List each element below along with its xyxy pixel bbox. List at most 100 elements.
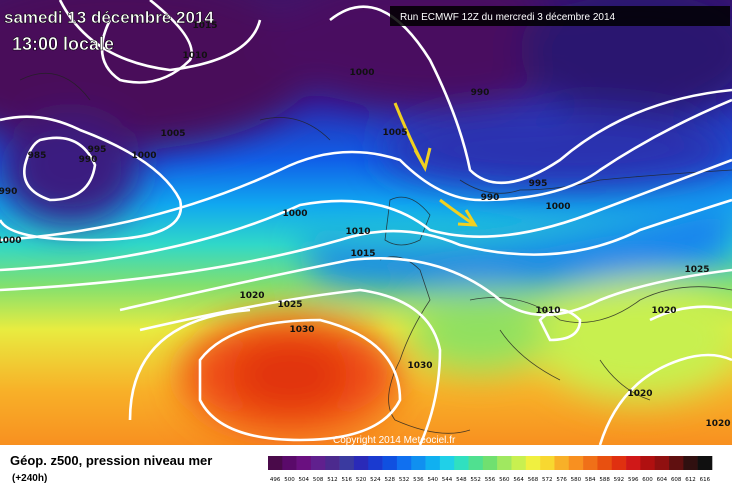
isobar-label: 1000 — [0, 236, 22, 246]
colorbar-swatch — [669, 456, 684, 470]
legend-subtitle: (+240h) — [12, 473, 47, 484]
colorbar-swatch — [425, 456, 441, 470]
isobar-label: 1005 — [382, 128, 407, 138]
isobar-label: 1025 — [277, 300, 302, 310]
legend-title: Géop. z500, pression niveau mer — [10, 453, 212, 468]
colorbar-label: 588 — [599, 477, 610, 483]
run-text: Run ECMWF 12Z du mercredi 3 décembre 201… — [400, 12, 616, 23]
colorbar-label: 572 — [542, 477, 553, 483]
isobar-label: 1015 — [192, 21, 217, 31]
colorbar-swatch — [454, 456, 469, 470]
colorbar-label: 564 — [513, 477, 524, 483]
colorbar-swatch — [411, 456, 426, 470]
colorbar-swatch — [583, 456, 598, 470]
colorbar-label: 552 — [470, 477, 481, 483]
colorbar-swatch — [268, 456, 283, 470]
isobar-label: 995 — [88, 145, 107, 155]
colorbar-swatch — [568, 456, 584, 470]
colorbar-swatch — [353, 456, 369, 470]
colorbar-label: 580 — [571, 477, 582, 483]
colorbar-swatch — [368, 456, 383, 470]
copyright: Copyright 2014 Meteociel.fr — [333, 435, 456, 446]
colorbar-label: 540 — [427, 477, 438, 483]
map-date: samedi 13 décembre 2014 — [4, 8, 214, 27]
colorbar-label: 596 — [628, 477, 639, 483]
colorbar-label: 556 — [485, 477, 496, 483]
isobar-label: 1010 — [345, 227, 370, 237]
arrows — [393, 102, 478, 227]
colorbar-label: 604 — [657, 477, 668, 483]
colorbar-swatch — [611, 456, 627, 470]
colorbar-swatch — [310, 456, 326, 470]
isobar-label: 1000 — [545, 202, 570, 212]
colorbar-label: 532 — [399, 477, 410, 483]
isobar-label: 1010 — [535, 306, 560, 316]
isobar-label: 1000 — [349, 68, 374, 78]
isobar-label: 990 — [79, 155, 98, 165]
colorbar-label: 608 — [671, 477, 682, 483]
isobar-label: 1030 — [289, 325, 314, 335]
run-banner — [390, 6, 730, 26]
colorbar-swatch — [339, 456, 355, 470]
isobar-label: 995 — [529, 179, 548, 189]
isobar-label: 985 — [28, 151, 47, 161]
colorbar-label: 524 — [370, 477, 381, 483]
colorbar-label: 592 — [614, 477, 625, 483]
map-field — [0, 0, 732, 445]
isobar-label: 1030 — [407, 361, 432, 371]
colorbar-label: 528 — [384, 477, 395, 483]
isobar-label: 1025 — [684, 265, 709, 275]
colorbar-label: 584 — [585, 477, 596, 483]
colorbar-label: 508 — [313, 477, 324, 483]
colorbar-label: 500 — [284, 477, 295, 483]
colorbar-swatch — [382, 456, 398, 470]
colorbar-swatch — [554, 456, 570, 470]
colorbar-swatch — [626, 456, 641, 470]
colorbar-swatch — [396, 456, 412, 470]
isobar-label: 1020 — [627, 389, 652, 399]
isobars — [0, 0, 732, 445]
isobar-label: 1020 — [239, 291, 264, 301]
colorbar-label: 504 — [299, 477, 310, 483]
colorbar-swatch — [282, 456, 297, 470]
colorbar-swatch — [439, 456, 455, 470]
colorbar-swatch — [525, 456, 541, 470]
isobar-label: 1005 — [160, 129, 185, 139]
isobar-label: 990 — [481, 193, 500, 203]
isobar-label: 990 — [0, 187, 17, 197]
colorbar-label: 544 — [442, 477, 453, 483]
colorbar-label: 496 — [270, 477, 281, 483]
colorbar-label: 548 — [456, 477, 467, 483]
colorbar-label: 576 — [556, 477, 567, 483]
isobar-label: 1015 — [350, 249, 375, 259]
colorbar-swatch — [654, 456, 670, 470]
isobar-label: 1010 — [182, 51, 207, 61]
isobar-label: 1020 — [705, 419, 730, 429]
colorbar-swatch — [468, 456, 484, 470]
colorbar-swatch — [511, 456, 527, 470]
map-time: 13:00 locale — [12, 34, 114, 54]
colorbar-swatch — [482, 456, 498, 470]
colorbar-swatch — [597, 456, 613, 470]
colorbar-label: 612 — [685, 477, 696, 483]
isobar-label: 1000 — [131, 151, 156, 161]
colorbar-swatch — [325, 456, 340, 470]
colorbar-label: 568 — [528, 477, 539, 483]
colorbar-swatch — [697, 456, 713, 470]
colorbar-swatch — [296, 456, 312, 470]
colorbar-label: 516 — [342, 477, 353, 483]
colorbar-swatch — [540, 456, 555, 470]
isobar-label: 990 — [471, 88, 490, 98]
colorbar-label: 536 — [413, 477, 424, 483]
colorbar-swatch — [683, 456, 698, 470]
colorbar-swatch — [640, 456, 656, 470]
colorbar-label: 512 — [327, 477, 338, 483]
isobar-label: 1020 — [651, 306, 676, 316]
colorbar-label: 600 — [642, 477, 653, 483]
isobar-label: 1000 — [282, 209, 307, 219]
colorbar-swatch — [497, 456, 512, 470]
colorbar-label: 616 — [700, 477, 711, 483]
colorbar-label: 520 — [356, 477, 367, 483]
